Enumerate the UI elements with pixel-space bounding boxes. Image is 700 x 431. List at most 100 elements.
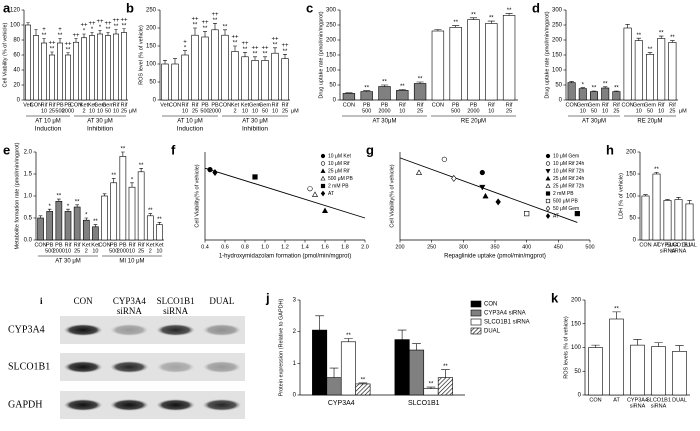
y-tick-label: 200 [571, 298, 582, 304]
bar [81, 37, 87, 101]
significance-mark: ++ [48, 41, 56, 47]
significance-mark: ** [58, 33, 63, 39]
error-bar [38, 215, 43, 218]
bar [64, 211, 72, 241]
dose-label: 2000 [209, 108, 221, 114]
x-tick-label: 1.2 [281, 244, 289, 250]
dose-label: 10 [272, 108, 278, 114]
significance-mark: ** [114, 24, 119, 30]
error-bar [687, 200, 692, 204]
error-bar [130, 182, 134, 188]
x-tick-label: Rif [506, 102, 513, 108]
x-tick-label: Ket [146, 242, 155, 248]
x-tick-label: Rif [613, 102, 620, 108]
legend-label: 10 μM Rif 24h [553, 161, 584, 167]
error-bar [434, 29, 442, 31]
bar [449, 27, 462, 101]
significance-mark: ** [111, 173, 116, 179]
group-label: AT 10 μM [35, 119, 61, 125]
x-tick-label: PB [470, 102, 478, 108]
error-bar [139, 167, 143, 172]
x-tick-label: Rif [49, 102, 56, 108]
x-tick-label: 200 [395, 244, 404, 250]
bar [312, 329, 328, 396]
significance-mark: + [42, 27, 46, 33]
section-label: Inhibition [87, 126, 113, 133]
bar [342, 93, 356, 101]
blot-band [156, 324, 196, 336]
blot-band [156, 399, 196, 411]
x-tick-label: Rif [129, 242, 136, 248]
panel-letter: d [532, 0, 540, 15]
column-label: siRNA [117, 306, 143, 316]
dose-label: 25 [613, 108, 619, 114]
bar [588, 347, 603, 396]
error-bar [148, 213, 153, 216]
error-bar [58, 38, 62, 43]
bar [672, 350, 687, 396]
bar [171, 63, 179, 101]
blot-band [109, 399, 149, 411]
x-tick-label: CYP3A4 [328, 400, 355, 407]
dose-label: siRNA [651, 403, 667, 409]
error-bar [213, 23, 217, 30]
dose-label: 500 [55, 108, 64, 114]
x-tick-label: Rif [399, 102, 406, 108]
significance-mark: ** [507, 8, 512, 14]
significance-mark: * [91, 27, 94, 33]
significance-mark: ** [213, 18, 218, 24]
significance-mark: ++ [261, 45, 269, 51]
bar [119, 156, 127, 241]
significance-mark: ** [121, 147, 126, 153]
bar [49, 54, 55, 101]
x-tick-label: Gem [588, 102, 600, 108]
legend-label: CON [484, 302, 497, 308]
y-axis-title: Drug uptake rate (pmol/min/mgprot) [544, 11, 550, 98]
bar [646, 54, 654, 101]
y-tick-label: 100 [326, 68, 337, 74]
legend-label: 500 μM PB [328, 176, 354, 182]
x-tick-label: Rif [669, 102, 676, 108]
y-tick-label: 2 [293, 329, 297, 335]
significance-mark: ** [253, 51, 258, 57]
y-tick-label: 1.5 [24, 172, 33, 178]
x-tick-label: PB [55, 242, 63, 248]
x-tick-label: DUAL [682, 242, 697, 248]
bar [211, 29, 219, 101]
significance-mark: ** [361, 378, 366, 384]
panel-letter: c [306, 0, 313, 15]
significance-mark: ** [614, 86, 619, 92]
x-tick-label: CON [639, 242, 651, 248]
x-tick-label: CON [432, 102, 444, 108]
dose-label: 2 [233, 108, 236, 114]
error-bar [122, 28, 126, 33]
bar [630, 344, 645, 396]
significance-mark: ** [50, 47, 55, 53]
bar [413, 83, 427, 101]
y-tick-label: 50 [574, 369, 581, 375]
panel-letter: k [551, 290, 559, 305]
bar [221, 34, 229, 101]
blot-band [202, 324, 242, 336]
bar [437, 377, 453, 396]
significance-mark: * [67, 204, 70, 210]
significance-mark: ++ [80, 23, 88, 29]
x-tick-label: Gem [259, 102, 271, 108]
dose-label: 25 [49, 108, 55, 114]
significance-mark: ** [471, 12, 476, 18]
significance-mark: ++ [64, 41, 72, 47]
column-label: SLCO1B1 [157, 296, 195, 306]
significance-mark: ** [223, 24, 228, 30]
point [415, 169, 423, 175]
column-label: siRNA [163, 306, 189, 316]
point [311, 191, 319, 197]
x-tick-label: 350 [490, 244, 499, 250]
row-label: SLCO1B1 [8, 361, 50, 372]
bar [409, 349, 425, 396]
legend-label: 10 μM Rif [328, 161, 350, 167]
legend-marker [545, 175, 551, 181]
significance-mark: ** [139, 163, 144, 169]
bar [25, 24, 31, 101]
x-tick-label: 1.8 [341, 244, 349, 250]
x-tick-label: Rif [602, 102, 609, 108]
